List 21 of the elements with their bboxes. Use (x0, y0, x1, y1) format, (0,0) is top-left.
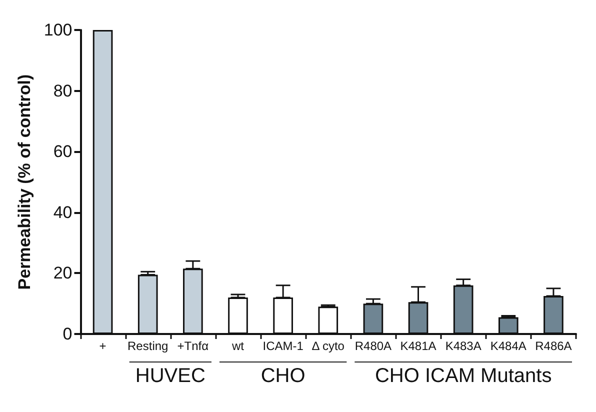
y-tick-label: 40 (53, 202, 72, 222)
x-tick-label: K483A (445, 339, 482, 353)
text: CHO (260, 365, 306, 387)
x-tick-label: wt (231, 339, 245, 353)
x-tick-label: +Tnfα (177, 339, 209, 353)
text: HUVEC (135, 365, 206, 387)
x-tick-label: ICAM-1 (262, 339, 304, 353)
y-tick-label: 100 (44, 20, 72, 40)
y-tick-label: 20 (53, 264, 72, 283)
x-tick-label: R486A (535, 339, 572, 353)
x-tick-label: Δ cyto (312, 339, 345, 353)
x-tick-label: + (99, 339, 106, 353)
x-tick-label: K481A (400, 339, 436, 353)
x-tick-label: R480A (354, 339, 392, 353)
x-tick-label: K484A (490, 339, 526, 353)
y-tick-label: 60 (53, 142, 72, 162)
y-tick-label: 0 (62, 324, 72, 344)
y-axis-title: Permeability (% of control) (15, 74, 34, 290)
x-tick-label: Resting (128, 339, 168, 353)
text: CHO ICAM Mutants (374, 365, 552, 387)
y-tick-label: 80 (53, 81, 72, 100)
